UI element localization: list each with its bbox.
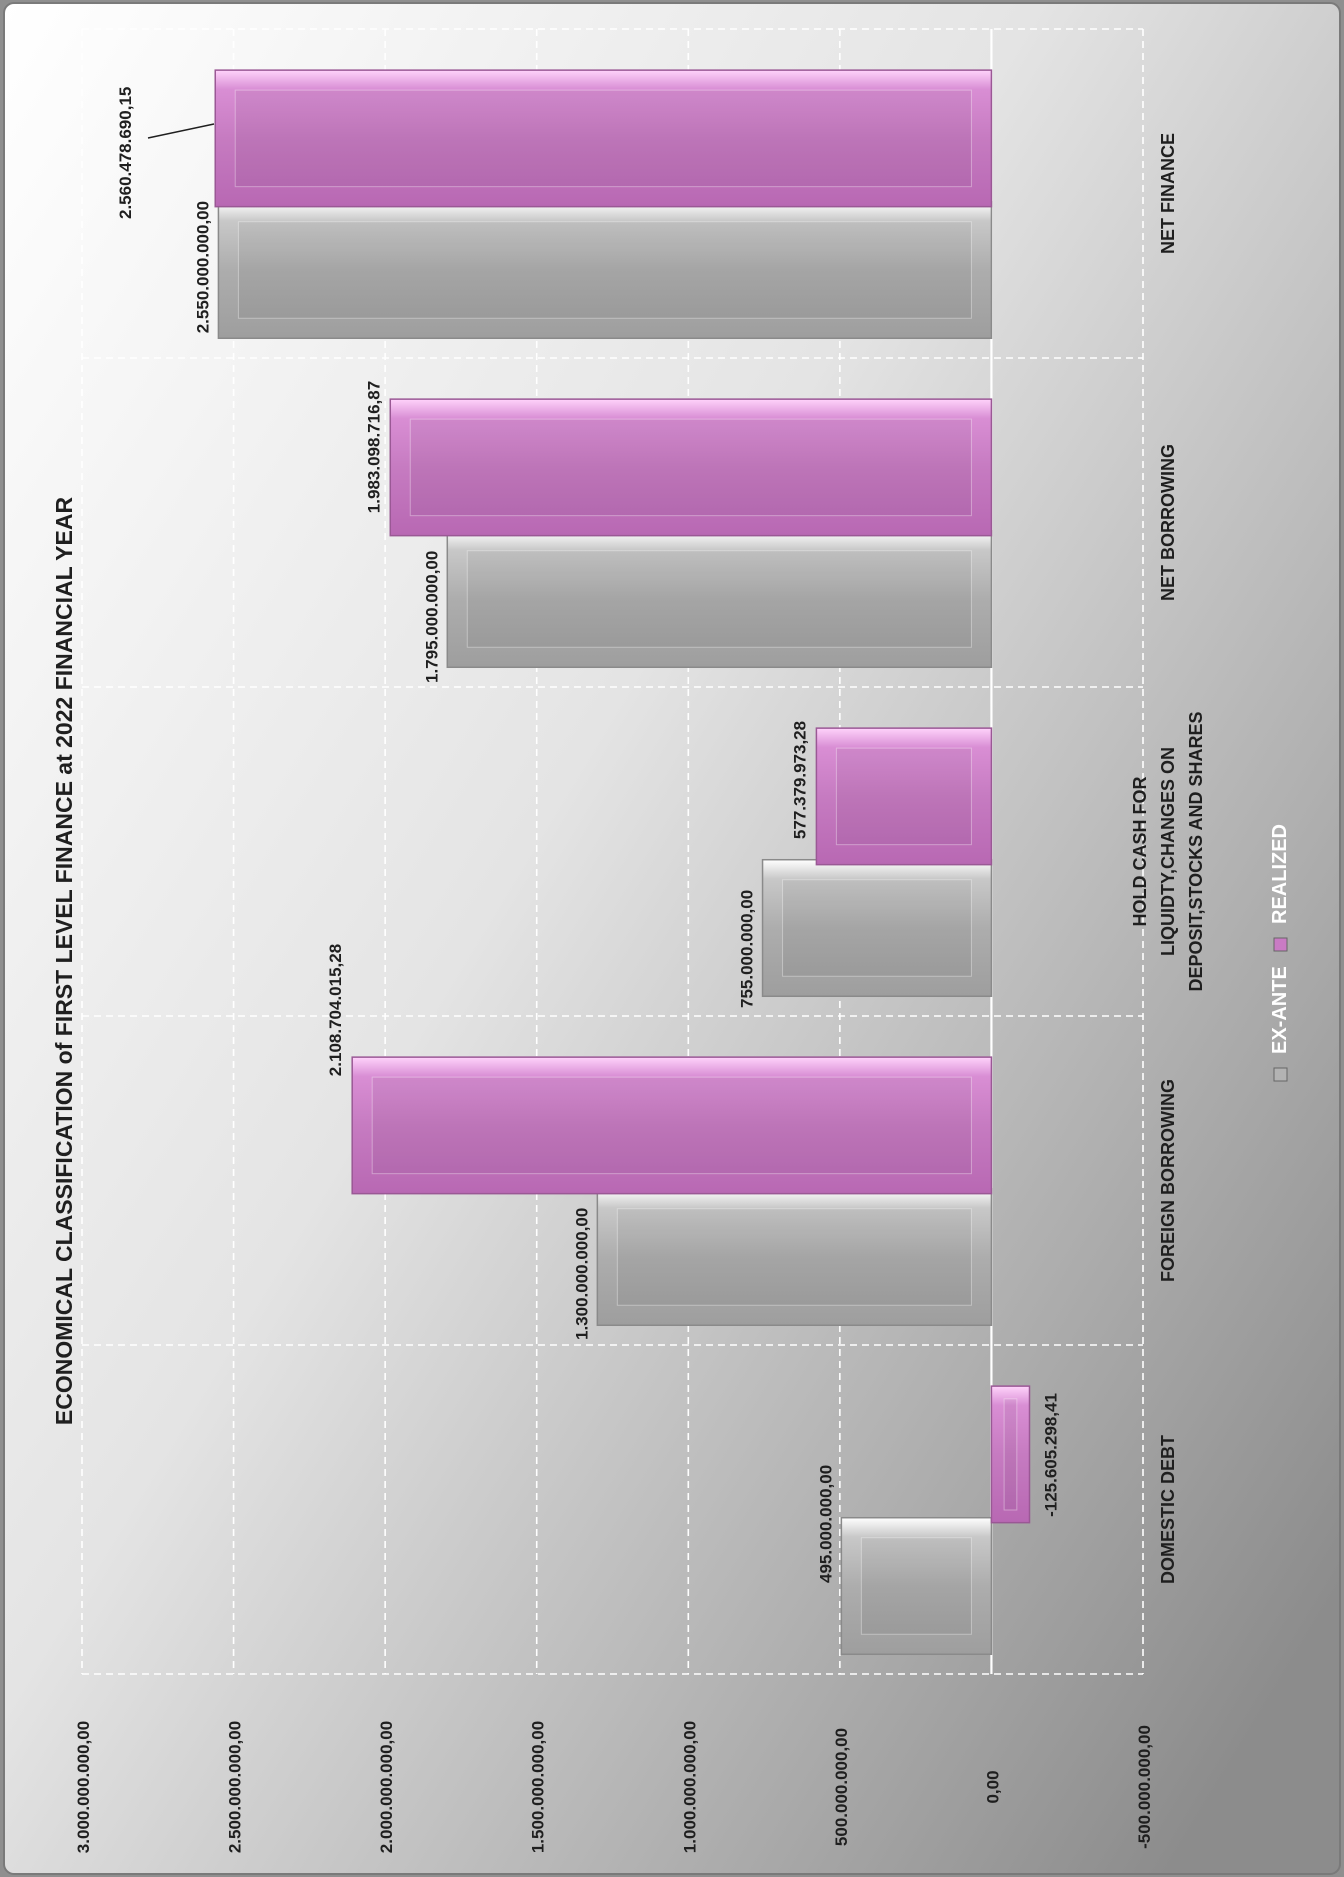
data-label-realized: -125.605.298,41 (1042, 1393, 1061, 1517)
data-label-realized: 577.379.973,28 (790, 721, 809, 839)
bar-bevel (782, 879, 972, 977)
y-tick-label: 500.000.000,00 (832, 1728, 851, 1846)
category-label: NET FINANCE (1158, 133, 1178, 254)
bar-bevel (237, 221, 972, 319)
data-label-leader-line (147, 123, 215, 139)
bar-ex-ante-1 (840, 1516, 993, 1656)
data-label-realized: 1.983.098.716,87 (364, 381, 383, 513)
data-label-realized: 2.560.478.690,15 (116, 87, 135, 219)
category-label: FOREIGN BORROWING (1158, 1079, 1178, 1282)
bar-ex-ante-4 (446, 529, 993, 669)
bar-ex-ante-2 (596, 1187, 993, 1327)
bar-bevel (1003, 1398, 1018, 1511)
bar-bevel (860, 1537, 972, 1635)
bar-bevel (409, 418, 972, 517)
y-tick-label: 3.000.000.000,00 (74, 1721, 93, 1853)
bar-ex-ante-3 (761, 858, 993, 998)
bar-realized-5 (214, 69, 993, 208)
bar-realized-1 (990, 1385, 1031, 1524)
y-tick-label: 1.500.000.000,00 (529, 1721, 548, 1853)
bar-chart: -500.000.000,00 0,00 500.000.000,00 1.000.0… (51, 28, 1291, 1853)
legend-label-ex-ante: EX-ANTE (1269, 966, 1291, 1054)
bar-bevel (466, 550, 972, 648)
category-label: HOLD CASH FOR (1130, 777, 1150, 927)
bar-ex-ante-5 (217, 200, 993, 340)
bar-realized-3 (815, 727, 993, 866)
data-label-ex-ante: 2.550.000.000,00 (193, 201, 212, 333)
bar-bevel (616, 1208, 972, 1306)
bar-realized-4 (389, 398, 993, 537)
y-tick-label: 0,00 (983, 1770, 1002, 1803)
category-label: DOMESTIC DEBT (1158, 1435, 1178, 1584)
data-label-ex-ante: 1.300.000.000,00 (572, 1208, 591, 1340)
legend-swatch-realized (1273, 937, 1288, 952)
bar-realized-2 (351, 1056, 993, 1195)
y-tick-label: -500.000.000,00 (1135, 1725, 1154, 1849)
bar-bevel (835, 747, 972, 846)
legend-label-realized: REALIZED (1269, 824, 1291, 924)
category-label: NET BORROWING (1158, 444, 1178, 601)
data-label-ex-ante: 495.000.000,00 (816, 1465, 835, 1583)
bar-bevel (234, 89, 972, 188)
y-tick-label: 2.000.000.000,00 (377, 1721, 396, 1853)
y-tick-label: 1.000.000.000,00 (680, 1721, 699, 1853)
data-label-ex-ante: 755.000.000,00 (738, 890, 757, 1008)
legend-swatch-ex-ante (1273, 1067, 1288, 1082)
category-label: DEPOSIT,STOCKS AND SHARES (1186, 711, 1206, 991)
bar-bevel (371, 1076, 972, 1175)
data-label-ex-ante: 1.795.000.000,00 (422, 551, 441, 683)
category-label: LIQUIDTY,CHANGES ON (1158, 747, 1178, 956)
chart-title: ECONOMICAL CLASSIFICATION of FIRST LEVEL… (51, 497, 77, 1426)
y-tick-label: 2.500.000.000,00 (226, 1721, 245, 1853)
data-label-realized: 2.108.704.015,28 (326, 944, 345, 1076)
